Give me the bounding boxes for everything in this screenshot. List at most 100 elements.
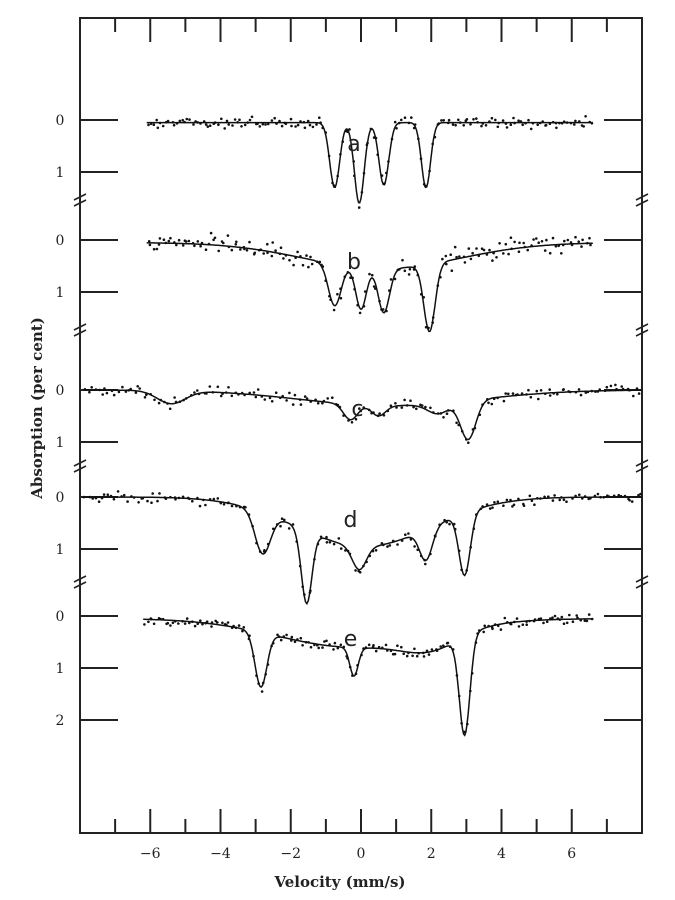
data-point <box>279 246 283 249</box>
data-point <box>405 654 409 658</box>
data-point <box>496 125 500 129</box>
data-point <box>174 400 178 404</box>
data-point <box>523 245 527 249</box>
data-point <box>188 497 191 501</box>
data-point <box>210 621 214 624</box>
data-point <box>248 240 251 244</box>
data-point <box>171 621 175 625</box>
data-point <box>483 624 487 628</box>
data-point <box>296 123 300 127</box>
data-point <box>407 273 411 276</box>
data-point <box>570 243 574 247</box>
data-point <box>531 121 535 125</box>
data-point <box>152 247 156 251</box>
data-point <box>420 404 424 407</box>
data-point <box>488 507 492 510</box>
data-point <box>583 619 587 622</box>
data-point <box>301 585 305 588</box>
data-point <box>560 252 563 255</box>
data-point <box>304 640 308 644</box>
data-point <box>472 118 475 121</box>
data-point <box>434 534 437 538</box>
data-point <box>305 254 308 257</box>
data-point <box>303 593 306 596</box>
data-point <box>243 393 246 397</box>
data-point <box>554 121 558 125</box>
data-point <box>322 399 326 403</box>
data-point <box>409 538 413 541</box>
data-point <box>316 542 320 546</box>
data-point <box>433 135 437 139</box>
data-point <box>551 499 555 502</box>
data-point <box>219 394 223 398</box>
data-point <box>545 238 548 242</box>
data-point <box>465 438 468 441</box>
data-point <box>533 503 536 507</box>
data-point <box>364 646 368 649</box>
data-point <box>614 383 617 387</box>
data-point <box>518 241 521 245</box>
data-point <box>147 620 150 624</box>
data-point <box>447 118 451 122</box>
data-point <box>226 621 230 624</box>
data-point <box>529 395 533 399</box>
axis-break-marks <box>73 193 649 589</box>
data-point <box>512 116 515 120</box>
data-point <box>368 272 371 276</box>
data-point <box>193 244 196 248</box>
data-point <box>585 619 589 623</box>
data-point <box>173 396 176 399</box>
data-point <box>208 124 212 127</box>
data-point <box>109 494 113 498</box>
data-point <box>403 398 406 402</box>
data-point <box>511 505 514 508</box>
data-point <box>378 412 381 415</box>
data-point <box>603 389 607 393</box>
data-point <box>485 253 489 256</box>
data-point <box>88 390 91 394</box>
data-point <box>152 123 156 126</box>
data-point <box>217 123 220 126</box>
data-point <box>586 390 590 394</box>
data-point <box>509 622 513 626</box>
data-point <box>230 248 234 252</box>
data-point <box>100 496 104 500</box>
data-point <box>561 243 565 247</box>
data-point <box>471 251 474 255</box>
data-point <box>262 252 266 255</box>
data-point <box>582 125 585 128</box>
data-point <box>156 499 159 503</box>
data-point <box>424 184 427 188</box>
data-point <box>112 393 116 397</box>
data-point <box>412 268 416 271</box>
data-point <box>557 244 560 248</box>
data-point <box>282 257 285 260</box>
data-point <box>565 500 568 504</box>
data-point <box>502 399 506 403</box>
data-point <box>152 622 156 626</box>
data-point <box>499 628 503 631</box>
data-point <box>402 652 406 656</box>
y-tick-label: 0 <box>56 383 65 399</box>
data-point <box>143 396 147 399</box>
data-point <box>237 393 240 396</box>
data-point <box>513 121 516 125</box>
data-point <box>158 121 162 125</box>
data-point <box>248 118 252 122</box>
spectrum-panels: 0 1 a 0 1 b 0 1 c 0 1 d 0 1 2 e <box>56 113 643 737</box>
data-point <box>166 119 170 123</box>
data-point <box>457 694 461 698</box>
data-point <box>143 623 146 626</box>
data-point <box>476 632 479 635</box>
data-point <box>374 549 378 552</box>
data-point <box>430 648 434 651</box>
data-point <box>137 501 140 504</box>
data-point <box>451 123 455 126</box>
data-point <box>532 238 535 241</box>
data-point <box>157 401 161 405</box>
data-point <box>481 403 484 407</box>
data-point <box>247 513 251 516</box>
data-point <box>204 123 208 126</box>
data-point <box>332 542 336 546</box>
data-point <box>110 389 114 393</box>
